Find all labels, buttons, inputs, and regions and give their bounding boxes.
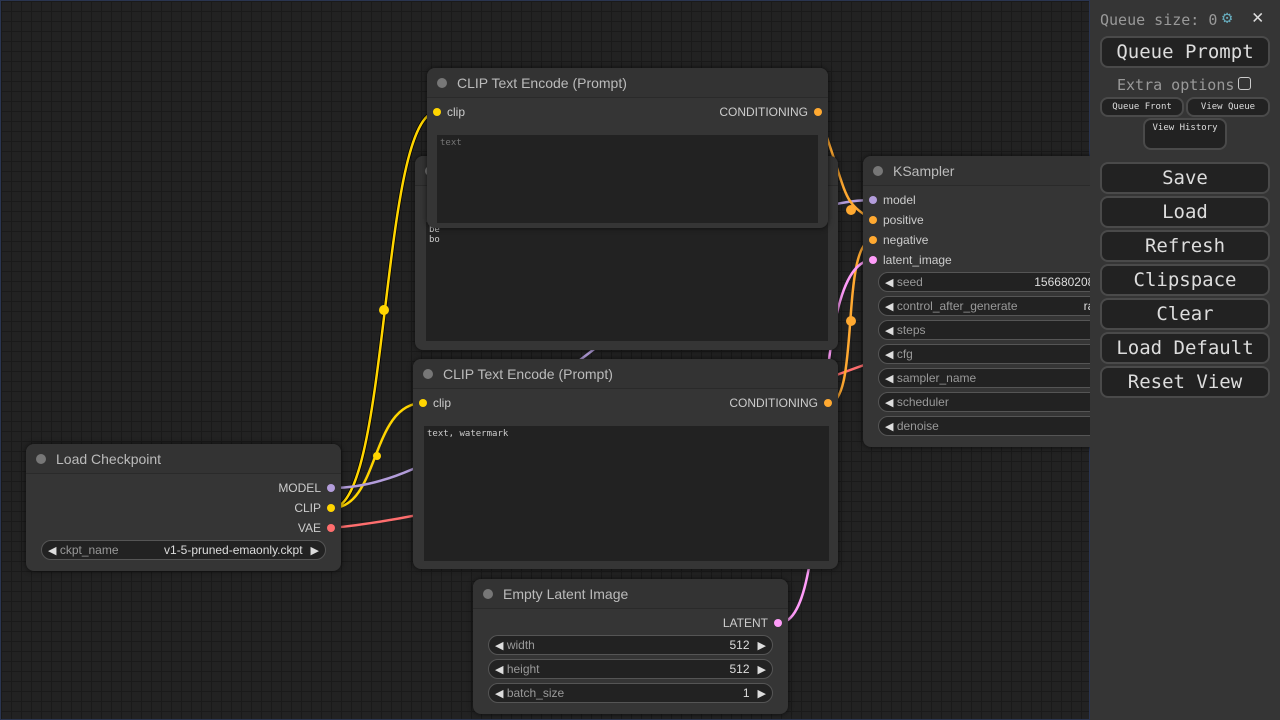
clipspace-button[interactable]: Clipspace xyxy=(1100,264,1270,296)
input-negative[interactable]: negative xyxy=(869,230,928,250)
clip-text-encode-node-negative[interactable]: CLIP Text Encode (Prompt) clip CONDITION… xyxy=(413,359,838,569)
batch-size-widget[interactable]: ◀ batch_size 1 ▶ xyxy=(488,683,773,703)
node-title: KSampler xyxy=(893,162,955,179)
node-title: Empty Latent Image xyxy=(503,585,629,602)
clip-text-encode-node-positive[interactable]: CLIP Text Encode (Prompt) clip CONDITION… xyxy=(427,68,828,228)
node-status-dot xyxy=(483,588,493,599)
widget-label: control_after_generate xyxy=(896,299,1018,313)
prompt-textarea[interactable] xyxy=(437,135,818,223)
input-clip[interactable]: clip xyxy=(419,393,451,413)
widget-label: denoise xyxy=(896,419,939,433)
load-checkpoint-node[interactable]: Load Checkpoint MODEL CLIP VAE ◀ ckpt_na… xyxy=(26,444,341,571)
width-widget[interactable]: ◀ width 512 ▶ xyxy=(488,635,773,655)
arrow-left-icon[interactable]: ◀ xyxy=(885,420,894,433)
queue-size-label: Queue size: 0 xyxy=(1100,11,1218,29)
view-history-button[interactable]: View History xyxy=(1143,118,1227,150)
output-clip[interactable]: CLIP xyxy=(294,498,335,518)
arrow-left-icon[interactable]: ◀ xyxy=(885,348,894,361)
ksampler-widget-scheduler[interactable]: ◀ scheduler xyxy=(878,392,1138,412)
refresh-button[interactable]: Refresh xyxy=(1100,230,1270,262)
node-status-dot xyxy=(36,453,46,464)
arrow-left-icon[interactable]: ◀ xyxy=(885,276,894,289)
arrow-right-icon: ▶ xyxy=(310,544,319,557)
node-title: CLIP Text Encode (Prompt) xyxy=(457,74,627,91)
widget-label: sampler_name xyxy=(896,371,977,385)
ksampler-widget-seed[interactable]: ◀ seed 1566802087 xyxy=(878,272,1138,292)
input-positive[interactable]: positive xyxy=(869,210,924,230)
load-default-button[interactable]: Load Default xyxy=(1100,332,1270,364)
load-button[interactable]: Load xyxy=(1100,196,1270,228)
widget-value: 1566802087 xyxy=(1034,275,1101,289)
widget-label: steps xyxy=(896,323,926,337)
node-status-dot xyxy=(437,77,447,88)
view-queue-button[interactable]: View Queue xyxy=(1186,97,1270,117)
arrow-left-icon[interactable]: ◀ xyxy=(885,372,894,385)
queue-front-button[interactable]: Queue Front xyxy=(1100,97,1184,117)
node-title: CLIP Text Encode (Prompt) xyxy=(443,365,613,382)
node-status-dot xyxy=(423,368,433,379)
widget-label: cfg xyxy=(896,347,913,361)
output-model[interactable]: MODEL xyxy=(278,478,335,498)
output-conditioning[interactable]: CONDITIONING xyxy=(729,393,832,413)
widget-label: scheduler xyxy=(896,395,949,409)
prompt-textarea[interactable]: be bo xyxy=(426,222,828,341)
ksampler-widget-cfg[interactable]: ◀ cfg xyxy=(878,344,1138,364)
ksampler-widget-control-after-generate[interactable]: ◀ control_after_generateran xyxy=(878,296,1138,316)
arrow-left-icon[interactable]: ◀ xyxy=(885,300,894,313)
input-clip[interactable]: clip xyxy=(433,102,465,122)
widget-label: seed xyxy=(896,275,923,289)
height-widget[interactable]: ◀ height 512 ▶ xyxy=(488,659,773,679)
ksampler-node[interactable]: KSampler model positive negative latent_… xyxy=(863,156,1138,447)
empty-latent-image-node[interactable]: Empty Latent Image LATENT ◀ width 512 ▶ ◀ … xyxy=(473,579,788,714)
node-title: Load Checkpoint xyxy=(56,450,162,467)
arrow-left-icon: ◀ xyxy=(48,544,57,557)
output-latent[interactable]: LATENT xyxy=(723,613,782,633)
arrow-left-icon[interactable]: ◀ xyxy=(885,396,894,409)
arrow-left-icon[interactable]: ◀ xyxy=(885,324,894,337)
close-icon[interactable]: ✕ xyxy=(1252,6,1264,28)
extra-options-label: Extra options xyxy=(1117,76,1235,94)
prompt-textarea[interactable]: text, watermark xyxy=(424,426,829,561)
ksampler-widget-steps[interactable]: ◀ steps xyxy=(878,320,1138,340)
output-conditioning[interactable]: CONDITIONING xyxy=(719,102,822,122)
input-latent-image[interactable]: latent_image xyxy=(869,250,952,270)
node-status-dot xyxy=(873,165,883,176)
save-button[interactable]: Save xyxy=(1100,162,1270,194)
gear-icon[interactable]: ⚙ xyxy=(1222,8,1233,28)
queue-prompt-button[interactable]: Queue Prompt xyxy=(1100,36,1270,68)
extra-options-checkbox[interactable] xyxy=(1238,77,1251,90)
reset-view-button[interactable]: Reset View xyxy=(1100,366,1270,398)
sidebar-menu: Queue size: 0 ⚙ ✕ Queue Prompt Extra opt… xyxy=(1090,0,1280,720)
clear-button[interactable]: Clear xyxy=(1100,298,1270,330)
ckpt-name-combo[interactable]: ◀ ckpt_name v1-5-pruned-emaonly.ckpt ▶ xyxy=(41,540,326,560)
output-vae[interactable]: VAE xyxy=(298,518,335,538)
input-model[interactable]: model xyxy=(869,190,916,210)
